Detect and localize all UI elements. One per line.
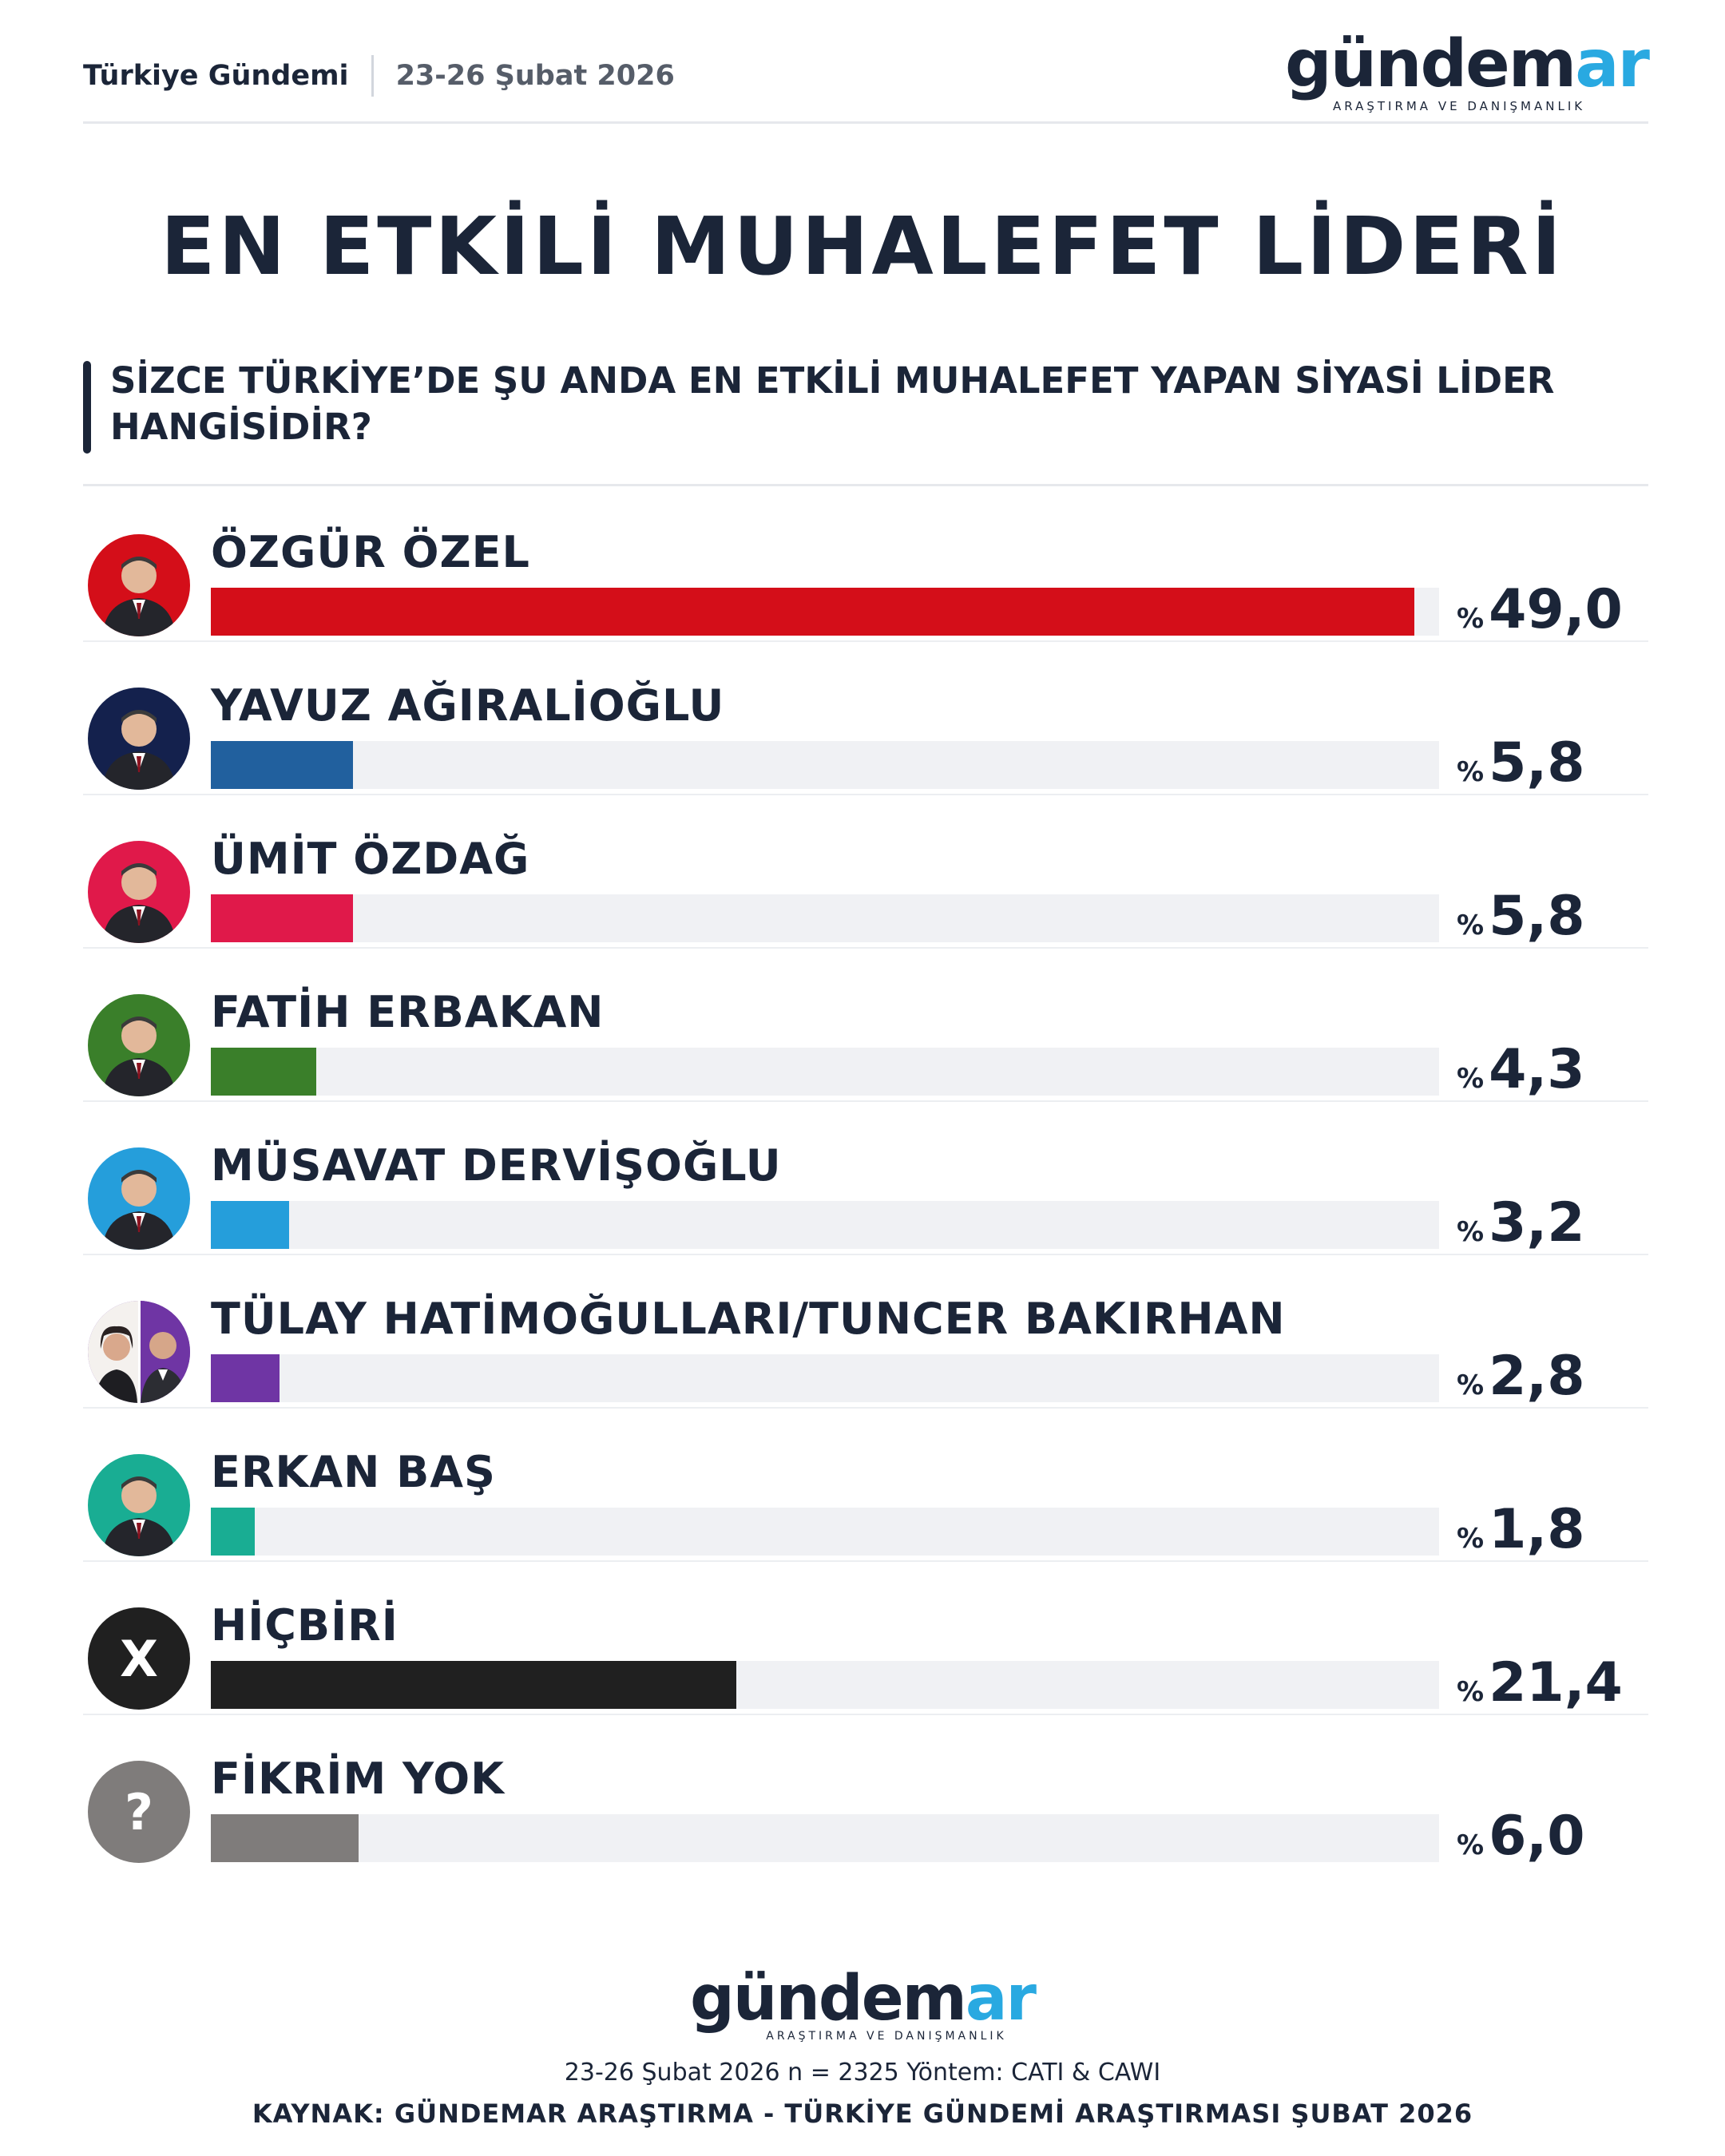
bar — [211, 741, 353, 789]
bar-value-label: % 2,8 — [1457, 1345, 1585, 1408]
person-photo-icon — [88, 1454, 190, 1556]
bar-value-label: % 21,4 — [1457, 1651, 1623, 1714]
bar-value-label: % 49,0 — [1457, 578, 1623, 641]
question-rule — [83, 484, 1648, 486]
percent-sign: % — [1457, 1063, 1485, 1095]
bar — [211, 1661, 736, 1709]
bar-value-label: % 6,0 — [1457, 1805, 1585, 1868]
footer-brand-logo: gündemar ARAŞTIRMA VE DANIŞMANLIK — [0, 1968, 1725, 2043]
x-mark-icon: X — [88, 1607, 190, 1710]
bar-track — [211, 1201, 1439, 1249]
bar-category-label: TÜLAY HATİMOĞULLARI/TUNCER BAKIRHAN — [211, 1294, 1286, 1344]
bar-category-label: FATİH ERBAKAN — [211, 987, 605, 1037]
header-date: 23-26 Şubat 2026 — [395, 60, 675, 92]
percent-sign: % — [1457, 1216, 1485, 1248]
bar-value: 5,8 — [1489, 885, 1585, 948]
question-accent-bar — [83, 361, 91, 454]
person-photo-icon — [88, 841, 190, 943]
percent-sign: % — [1457, 1829, 1485, 1861]
bar-value: 2,8 — [1489, 1345, 1585, 1408]
brand-tagline: ARAŞTIRMA VE DANIŞMANLIK — [1333, 99, 1586, 113]
bar-category-label: ÜMİT ÖZDAĞ — [211, 834, 530, 884]
bar-value: 6,0 — [1489, 1805, 1585, 1868]
bar-category-label: ÖZGÜR ÖZEL — [211, 527, 530, 577]
bar — [211, 1201, 289, 1249]
bar-track — [211, 1508, 1439, 1556]
survey-question: SİZCE TÜRKİYE’DE ŞU ANDA EN ETKİLİ MUHAL… — [110, 359, 1555, 448]
header: Türkiye Gündemi 23-26 Şubat 2026 gündema… — [83, 32, 1650, 120]
footer-brand-tagline: ARAŞTIRMA VE DANIŞMANLIK — [766, 2030, 1007, 2043]
chart-row: YAVUZ AĞIRALİOĞLU% 5,8 — [83, 642, 1648, 795]
bar-category-label: ERKAN BAŞ — [211, 1447, 496, 1497]
percent-sign: % — [1457, 1369, 1485, 1401]
bar-track — [211, 1661, 1439, 1709]
bar-track — [211, 894, 1439, 942]
bar-track — [211, 1814, 1439, 1862]
chart-row: TÜLAY HATİMOĞULLARI/TUNCER BAKIRHAN% 2,8 — [83, 1255, 1648, 1409]
percent-sign: % — [1457, 756, 1485, 788]
percent-sign: % — [1457, 1676, 1485, 1708]
bar — [211, 1354, 280, 1402]
person-photo-icon — [88, 534, 190, 636]
chart-row: MÜSAVAT DERVİŞOĞLU% 3,2 — [83, 1102, 1648, 1255]
header-title: Türkiye Gündemi — [83, 60, 349, 92]
brand-wordmark: gündemar — [1285, 32, 1650, 97]
person-photo-icon — [88, 688, 190, 790]
bar-value: 21,4 — [1489, 1651, 1623, 1714]
two-persons-photo-icon — [88, 1301, 190, 1403]
person-photo-icon — [88, 1147, 190, 1250]
header-rule — [83, 121, 1648, 124]
header-left: Türkiye Gündemi 23-26 Şubat 2026 — [83, 55, 675, 97]
bar-value: 5,8 — [1489, 731, 1585, 795]
bar-category-label: FİKRİM YOK — [211, 1754, 505, 1804]
chart-row: ? FİKRİM YOK% 6,0 — [83, 1715, 1648, 1869]
chart-row: ÜMİT ÖZDAĞ% 5,8 — [83, 795, 1648, 949]
page-title: EN ETKİLİ MUHALEFET LİDERİ — [161, 200, 1564, 293]
bar-chart: ÖZGÜR ÖZEL% 49,0 YAVUZ AĞIRALİOĞLU% 5,8 ÜMİT… — [83, 489, 1648, 1869]
bar-value: 4,3 — [1489, 1038, 1585, 1101]
bar-category-label: MÜSAVAT DERVİŞOĞLU — [211, 1140, 782, 1191]
bar — [211, 588, 1414, 636]
bar — [211, 1814, 359, 1862]
bar-category-label: HİÇBİRİ — [211, 1600, 399, 1651]
bar-value: 1,8 — [1489, 1498, 1585, 1561]
footer-brand-word-accent: ar — [965, 1963, 1037, 2035]
bar-value-label: % 5,8 — [1457, 731, 1585, 795]
header-divider — [371, 55, 374, 97]
person-photo-icon — [88, 994, 190, 1096]
question-mark-icon: ? — [88, 1761, 190, 1863]
bar-value-label: % 3,2 — [1457, 1191, 1585, 1254]
bar-value-label: % 4,3 — [1457, 1038, 1585, 1101]
footer-brand-word-main: gündem — [689, 1963, 967, 2035]
chart-row: ÖZGÜR ÖZEL% 49,0 — [83, 489, 1648, 642]
bar-track — [211, 1048, 1439, 1096]
bar-track — [211, 588, 1439, 636]
chart-row: FATİH ERBAKAN% 4,3 — [83, 949, 1648, 1102]
bar-value: 49,0 — [1489, 578, 1623, 641]
bar-value-label: % 1,8 — [1457, 1498, 1585, 1561]
bar — [211, 894, 353, 942]
footer-source: KAYNAK: GÜNDEMAR ARAŞTIRMA - TÜRKİYE GÜN… — [252, 2099, 1473, 2129]
bar-track — [211, 741, 1439, 789]
bar — [211, 1508, 255, 1556]
chart-row: ERKAN BAŞ% 1,8 — [83, 1409, 1648, 1562]
bar — [211, 1048, 316, 1096]
percent-sign: % — [1457, 910, 1485, 941]
footer-meta: 23-26 Şubat 2026 n = 2325 Yöntem: CATI &… — [564, 2059, 1161, 2087]
brand-word-main: gündem — [1285, 26, 1576, 102]
footer-brand-wordmark: gündemar — [690, 1968, 1037, 2030]
chart-row: X HİÇBİRİ% 21,4 — [83, 1562, 1648, 1715]
brand-word-accent: ar — [1575, 26, 1650, 102]
percent-sign: % — [1457, 1523, 1485, 1555]
brand-logo: gündemar ARAŞTIRMA VE DANIŞMANLIK — [1285, 32, 1650, 114]
bar-value-label: % 5,8 — [1457, 885, 1585, 948]
bar-category-label: YAVUZ AĞIRALİOĞLU — [211, 680, 725, 731]
percent-sign: % — [1457, 603, 1485, 635]
bar-value: 3,2 — [1489, 1191, 1585, 1254]
bar-track — [211, 1354, 1439, 1402]
